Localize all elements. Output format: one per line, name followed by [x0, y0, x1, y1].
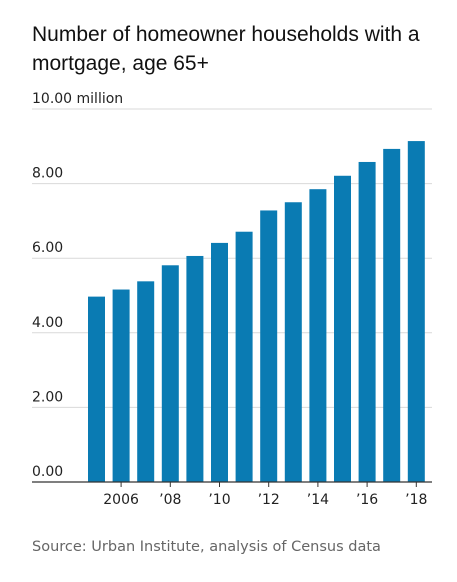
- bar-2008: [161, 265, 179, 482]
- y-tick-label: 4.00: [32, 315, 63, 331]
- y-axis-tick-labels: 0.00 2.00 4.00 6.00 8.00 10.00 million: [32, 91, 123, 480]
- y-tick-label: 2.00: [32, 389, 63, 405]
- chart-title-line-2: mortgage, age 65+: [32, 52, 209, 75]
- bars: [88, 141, 425, 482]
- bar-2007: [137, 281, 155, 482]
- bar-2006: [112, 289, 130, 482]
- bar-2016: [358, 161, 376, 482]
- x-axis-tick-labels: 2006 ’08 ’10 ’12 ’14 ’16 ’18: [103, 492, 427, 508]
- bar-2011: [235, 231, 253, 482]
- bar-2005: [88, 296, 105, 482]
- x-tick-label: ’08: [159, 492, 181, 508]
- bar-2015: [334, 175, 351, 482]
- y-tick-label: 10.00 million: [32, 91, 123, 107]
- x-tick-label: ’16: [356, 492, 378, 508]
- chart-title-line-1: Number of homeowner households with a: [32, 23, 420, 46]
- source-note: Source: Urban Institute, analysis of Cen…: [32, 539, 381, 555]
- x-tick-label: ’12: [258, 492, 280, 508]
- chart-title: Number of homeowner households with a mo…: [32, 20, 442, 78]
- bar-2009: [186, 255, 204, 482]
- bar-2013: [284, 202, 302, 482]
- bar-2012: [260, 210, 278, 482]
- x-tick-label: 2006: [103, 492, 139, 508]
- x-tick-label: ’10: [208, 492, 230, 508]
- bar-2014: [309, 189, 327, 482]
- x-tick-label: ’18: [405, 492, 427, 508]
- y-tick-label: 6.00: [32, 240, 63, 256]
- y-tick-label: 8.00: [32, 166, 63, 182]
- x-tick-label: ’14: [307, 492, 329, 508]
- bar-2017: [383, 148, 401, 482]
- x-axis: [32, 481, 432, 487]
- y-tick-label: 0.00: [32, 464, 63, 480]
- bar-2010: [211, 242, 228, 482]
- bar-2018: [407, 141, 425, 482]
